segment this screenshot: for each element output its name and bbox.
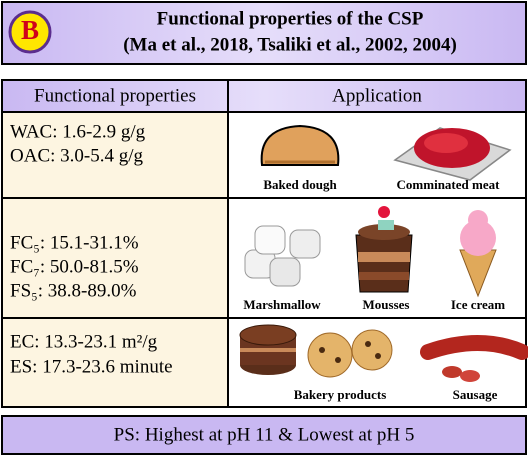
subtitle: (Ma et al., 2018, Tsaliki et al., 2002, … (123, 34, 457, 55)
icon-bread (262, 126, 339, 165)
icon-cookies (308, 330, 392, 377)
property: OAC: 3.0-5.4 g/g (10, 145, 144, 166)
icon-ice-cream (460, 210, 496, 296)
application-label: Mousses (363, 297, 410, 312)
icon-marshmallow (245, 226, 320, 286)
property: FC₅: 15.1-31.1% (10, 232, 139, 253)
application-label: Ice cream (451, 297, 505, 312)
column-header: Functional properties (34, 85, 196, 106)
property: ES: 17.3-23.6 minute (10, 356, 173, 377)
application-label: Bakery products (294, 387, 387, 402)
application-label: Baked dough (263, 177, 337, 192)
icon-meat (395, 128, 510, 180)
figure: B Functional properties of the CSP (Ma e… (0, 0, 528, 456)
icon-cake (240, 325, 296, 375)
footer: PS: Highest at pH 11 & Lowest at pH 5 (114, 424, 415, 445)
icon-mousse (356, 206, 412, 292)
column-header: Application (332, 85, 422, 106)
property: FS₅: 38.8-89.0% (10, 280, 137, 301)
application-label: Sausage (453, 387, 498, 402)
application-label: Comminated meat (397, 177, 501, 192)
page: {"header": {"badge": "B", "title": "Func… (0, 0, 528, 456)
title: Functional properties of the CSP (157, 8, 424, 29)
property: EC: 13.3-23.1 m²/g (10, 331, 158, 352)
application-label: Marshmallow (243, 297, 321, 312)
property: WAC: 1.6-2.9 g/g (10, 121, 146, 142)
icon-sausage (428, 343, 522, 382)
badge-letter: B (21, 15, 39, 45)
property: FC₇: 50.0-81.5% (10, 256, 139, 277)
